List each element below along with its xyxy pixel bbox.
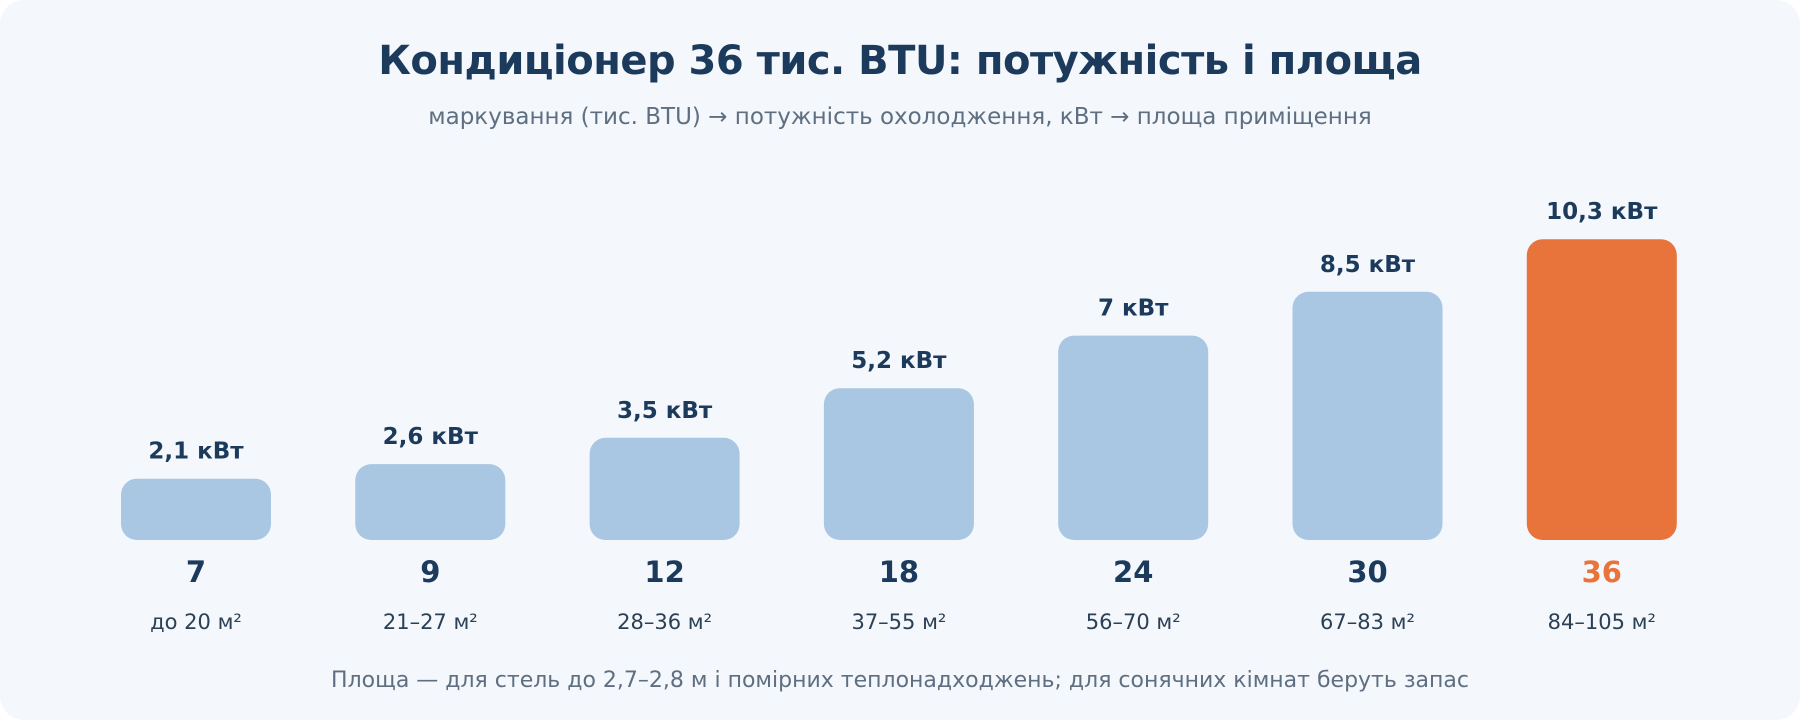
area-label: 37–55 м² <box>851 610 946 634</box>
category-label: 7 <box>186 555 206 589</box>
bar-24 <box>1058 335 1209 540</box>
area-label: до 20 м² <box>150 610 242 634</box>
chart-footnote: Площа — для стель до 2,7–2,8 м і помірни… <box>331 668 1469 693</box>
bar-value-label: 8,5 кВт <box>1320 252 1416 278</box>
category-label: 36 <box>1582 555 1622 589</box>
area-label: 21–27 м² <box>383 610 478 634</box>
area-label: 67–83 м² <box>1320 610 1415 634</box>
category-label: 12 <box>644 555 684 589</box>
area-label: 56–70 м² <box>1086 610 1181 634</box>
category-label: 18 <box>879 555 919 589</box>
bar-30 <box>1292 291 1443 540</box>
bar-value-label: 10,3 кВт <box>1546 199 1658 225</box>
bar-12 <box>589 437 740 540</box>
bar-9 <box>355 464 506 540</box>
chart-title: Кондиціонер 36 тис. BTU: потужність і пл… <box>378 38 1422 84</box>
bar-7 <box>121 478 271 540</box>
bar-value-label: 2,6 кВт <box>383 424 479 450</box>
bar-36 <box>1526 239 1677 540</box>
bar-18 <box>823 388 974 540</box>
bar-value-label: 2,1 кВт <box>148 439 244 465</box>
category-label: 9 <box>420 555 440 589</box>
chart-subtitle: маркування (тис. BTU) → потужність охоло… <box>428 104 1372 130</box>
bar-value-label: 3,5 кВт <box>617 398 713 424</box>
area-label: 28–36 м² <box>617 610 712 634</box>
bar-value-label: 7 кВт <box>1098 296 1169 322</box>
area-label: 84–105 м² <box>1548 610 1656 634</box>
category-label: 24 <box>1113 555 1153 589</box>
bar-value-label: 5,2 кВт <box>851 348 947 374</box>
category-label: 30 <box>1347 555 1387 589</box>
